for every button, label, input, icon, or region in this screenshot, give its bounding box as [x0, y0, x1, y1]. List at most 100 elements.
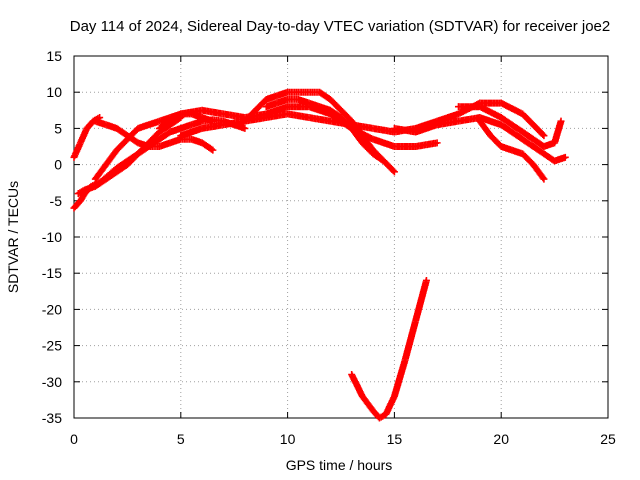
y-tick-label: -35 [42, 410, 62, 426]
data-point-run [391, 358, 409, 399]
series-arc10 [390, 114, 569, 165]
data-point [433, 139, 441, 147]
data-point [390, 168, 398, 176]
data-point-run [520, 136, 547, 157]
data-point [241, 124, 249, 132]
data-point [561, 153, 569, 161]
series-arc11 [454, 103, 565, 150]
data-point-run [103, 169, 119, 182]
data-point-run [520, 151, 536, 167]
data-point-run [84, 118, 96, 131]
data-point-run [76, 187, 87, 197]
data-point-run [71, 198, 83, 211]
x-tick-label: 15 [387, 431, 403, 447]
data-point-run [114, 158, 130, 171]
data-point-run [413, 118, 440, 132]
data-point-run [285, 110, 311, 121]
data-point-run [412, 278, 430, 323]
series-arc2 [74, 114, 185, 198]
data-point-run [157, 122, 173, 135]
data-point-run [499, 100, 525, 117]
data-point-run [92, 162, 109, 182]
data-point [540, 132, 548, 140]
y-tick-label: -15 [42, 265, 62, 281]
chart-title: Day 114 of 2024, Sidereal Day-to-day VTE… [70, 18, 611, 35]
data-point-run [93, 176, 109, 189]
data-point [422, 276, 430, 284]
y-axis-label: SDTVAR / TECUs [5, 181, 21, 293]
series-arc9 [262, 95, 388, 165]
data-point-run [371, 136, 397, 150]
data-point-run [413, 139, 439, 150]
data-point-run [307, 103, 333, 117]
y-tick-label: 5 [54, 120, 62, 136]
data-point-run [359, 394, 376, 413]
data-point-run [435, 110, 461, 125]
data-point-run [520, 129, 547, 150]
data-point [209, 117, 217, 125]
data-point-run [488, 133, 504, 149]
series-arc12 [476, 117, 548, 183]
data-point-run [114, 162, 130, 175]
data-point-run [200, 140, 215, 153]
data-point-run [348, 372, 366, 399]
x-tick-label: 0 [70, 431, 78, 447]
data-point-run [530, 162, 547, 182]
y-tick-label: 15 [46, 48, 62, 64]
x-tick-label: 10 [280, 431, 296, 447]
ticks: 0 5 10 15 20 25 -35 -30 -25 -20 -15 -10 -5 0 5 10 15 [42, 48, 616, 447]
data-point-run [146, 129, 162, 146]
x-axis-label: GPS time / hours [286, 457, 393, 473]
data-point-run [328, 97, 344, 113]
data-point-run [178, 125, 205, 139]
data-point-run [413, 121, 440, 135]
data-point-run [338, 115, 354, 131]
data-point-run [402, 318, 419, 362]
data-point-run [168, 114, 183, 128]
data-series [70, 88, 569, 422]
data-point [557, 117, 565, 125]
data-point-run [499, 122, 525, 142]
data-point-run [242, 108, 258, 124]
data-point-run [317, 89, 333, 102]
data-point-run [551, 119, 565, 145]
data-point-run [371, 125, 397, 136]
data-point-run [359, 133, 376, 153]
series-arc4 [70, 114, 104, 161]
data-point-run [103, 147, 120, 167]
data-point-run [157, 111, 183, 131]
series-arc13 [348, 276, 430, 422]
data-point-run [520, 111, 547, 138]
data-point-run [360, 140, 376, 156]
data-point-run [377, 411, 388, 421]
data-point-run [328, 107, 344, 121]
data-point-run [157, 129, 173, 142]
y-tick-label: -20 [42, 301, 62, 317]
data-point-run [381, 158, 397, 175]
y-tick-label: 0 [54, 157, 62, 173]
data-point-run [253, 97, 269, 113]
data-point [209, 146, 217, 154]
data-point-run [264, 103, 290, 117]
data-point-run [349, 126, 365, 146]
y-tick-label: -25 [42, 338, 62, 354]
data-point-run [370, 151, 386, 164]
x-tick-label: 5 [177, 431, 185, 447]
data-point-run [125, 133, 141, 146]
y-tick-label: -30 [42, 374, 62, 390]
x-tick-label: 25 [600, 431, 616, 447]
data-point-run [477, 104, 504, 121]
y-tick-label: 10 [46, 84, 62, 100]
x-tick-label: 20 [493, 431, 509, 447]
data-point-run [338, 108, 354, 124]
data-point-run [114, 137, 130, 153]
data-point-run [477, 114, 504, 128]
data-point-run [349, 119, 365, 138]
data-point-run [77, 191, 88, 203]
data-point-run [499, 114, 525, 135]
data-point-run [477, 119, 493, 138]
y-tick-label: -5 [50, 193, 63, 209]
y-tick-label: -10 [42, 229, 62, 245]
